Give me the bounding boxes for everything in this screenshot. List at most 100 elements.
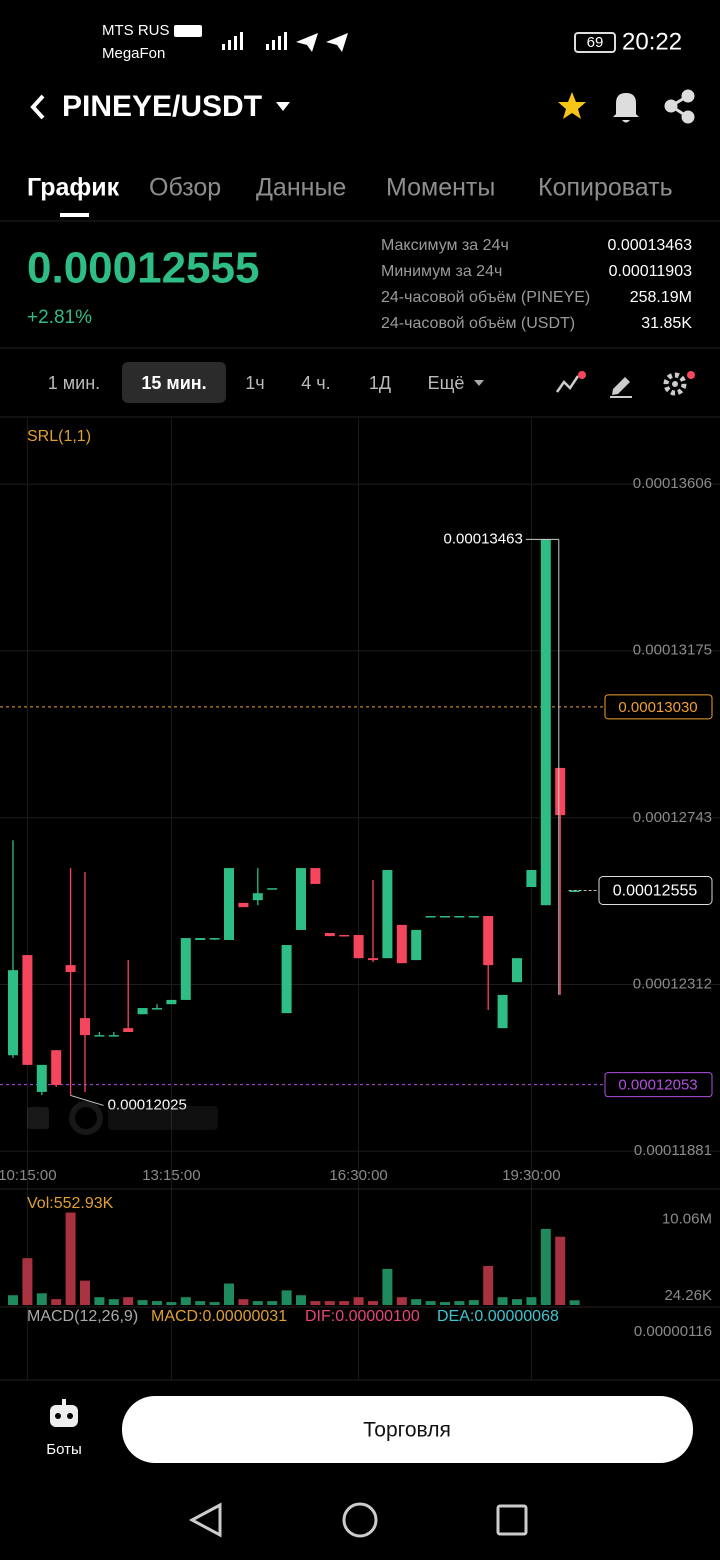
candle-body — [353, 934, 364, 959]
battery — [574, 32, 616, 53]
volume-bar — [166, 1302, 177, 1305]
candle-body — [526, 870, 537, 888]
volume-bar — [152, 1301, 162, 1305]
volume-bar — [382, 1268, 393, 1305]
pair-dropdown[interactable] — [276, 102, 290, 111]
stat-value: 0.00013463 — [607, 237, 692, 254]
tab[interactable]: График — [27, 174, 120, 202]
tab[interactable]: Копировать — [538, 174, 673, 202]
indicator-button[interactable] — [555, 371, 586, 394]
volume-bar — [396, 1297, 407, 1305]
volume-bar — [483, 1265, 494, 1305]
draw-button[interactable] — [610, 377, 632, 398]
interval[interactable]: Ещё — [428, 373, 465, 393]
volume-bar — [123, 1297, 134, 1305]
volume-bar — [296, 1295, 306, 1305]
candle-body — [180, 938, 191, 1000]
settings-button[interactable] — [663, 371, 695, 396]
volume-bar — [468, 1300, 479, 1305]
candle-body — [497, 994, 508, 1029]
candle-body — [209, 938, 220, 940]
share-button[interactable] — [664, 89, 695, 124]
trade-button[interactable] — [122, 1396, 693, 1463]
volume-bar — [512, 1299, 522, 1305]
tab[interactable]: Моменты — [386, 174, 495, 202]
volume-bar — [224, 1283, 234, 1305]
candle-body — [80, 1018, 90, 1036]
candle-body — [51, 1050, 62, 1085]
candle-body — [36, 1064, 47, 1092]
volume-bar — [411, 1299, 422, 1305]
price-line-label: 0.00013030 — [618, 699, 697, 716]
price-line-box — [604, 694, 713, 720]
candle-body — [555, 767, 566, 816]
trade-label[interactable]: Торговля — [363, 1419, 451, 1442]
nav-home[interactable] — [342, 1502, 378, 1538]
volume-bar — [281, 1290, 292, 1305]
volume-bar — [368, 1301, 378, 1305]
candle-body — [152, 1008, 162, 1010]
interval-selected — [122, 362, 226, 403]
candle-body — [440, 916, 450, 918]
interval[interactable]: 1 мин. — [48, 373, 100, 393]
stats: Максимум за 24ч 0.00013463 Минимум за 24ч 0… — [381, 237, 692, 332]
macd-axis-label: 0.00000116 — [634, 1323, 712, 1340]
y-tick-label: 0.00011881 — [634, 1142, 712, 1159]
nav-recent[interactable] — [496, 1504, 528, 1536]
volume-bar — [310, 1301, 321, 1305]
candle-body — [22, 955, 33, 1065]
volume-bar — [209, 1302, 220, 1305]
tab[interactable]: Данные — [256, 174, 346, 202]
tab[interactable]: Обзор — [149, 174, 221, 202]
candle-body — [137, 1008, 148, 1015]
y-tick-label: 10.06M — [662, 1211, 712, 1228]
pair-title[interactable]: PINEYE/USDT — [62, 90, 262, 123]
candle-body — [454, 916, 465, 918]
y-tick-label: 0.00013606 — [633, 475, 712, 492]
clock: 20:22 — [622, 28, 682, 55]
interval-bar: 1 мин. 15 мин. 1ч 4 ч. 1Д Ещё — [48, 373, 465, 393]
favorite-star[interactable] — [558, 92, 586, 119]
candle-body — [94, 1035, 105, 1037]
candle-body — [123, 1028, 134, 1033]
indicator-label: SRL(1,1) — [27, 428, 91, 445]
carrier: MTS RUS — [102, 22, 170, 39]
candle-body — [512, 958, 522, 983]
macd-label: MACD(12,26,9) — [27, 1308, 138, 1325]
nav-back[interactable] — [188, 1502, 222, 1538]
candle-body — [339, 934, 350, 937]
tab-indicator — [60, 213, 89, 217]
signal-icons — [174, 25, 348, 52]
interval[interactable]: 4 ч. — [301, 373, 330, 393]
volume-bar — [324, 1301, 335, 1305]
bots-icon[interactable] — [50, 1399, 78, 1427]
volume-bar — [540, 1228, 551, 1305]
x-tick-label: 19:30:00 — [502, 1167, 560, 1184]
interval[interactable]: 1Д — [369, 373, 391, 393]
stat-label: Минимум за 24ч — [381, 263, 502, 280]
candle-body — [468, 916, 479, 918]
interval[interactable]: 1ч — [245, 373, 264, 393]
candle-body — [425, 916, 436, 918]
candle-body — [324, 933, 335, 937]
volume-bar — [353, 1297, 364, 1305]
candle-body — [267, 888, 278, 890]
interval[interactable]: 15 мин. — [141, 373, 206, 393]
price-change: +2.81% — [27, 307, 92, 328]
back-button[interactable] — [30, 94, 45, 120]
bots-label[interactable]: Боты — [46, 1441, 82, 1458]
candle-body — [166, 999, 177, 1005]
low-marker-label: 0.00012025 — [108, 1096, 187, 1113]
battery-level: 69 — [587, 34, 604, 51]
watermark — [27, 1101, 218, 1135]
volume-bar — [569, 1300, 580, 1305]
volume-bar — [497, 1297, 508, 1305]
alert-bell[interactable] — [613, 93, 639, 123]
more-dropdown[interactable] — [474, 380, 484, 386]
x-tick-label: 10:15:00 — [0, 1167, 57, 1184]
volume-bar — [80, 1280, 90, 1305]
nav-bar — [0, 1480, 720, 1560]
candle-body — [382, 870, 393, 959]
volume-bar — [252, 1301, 263, 1305]
